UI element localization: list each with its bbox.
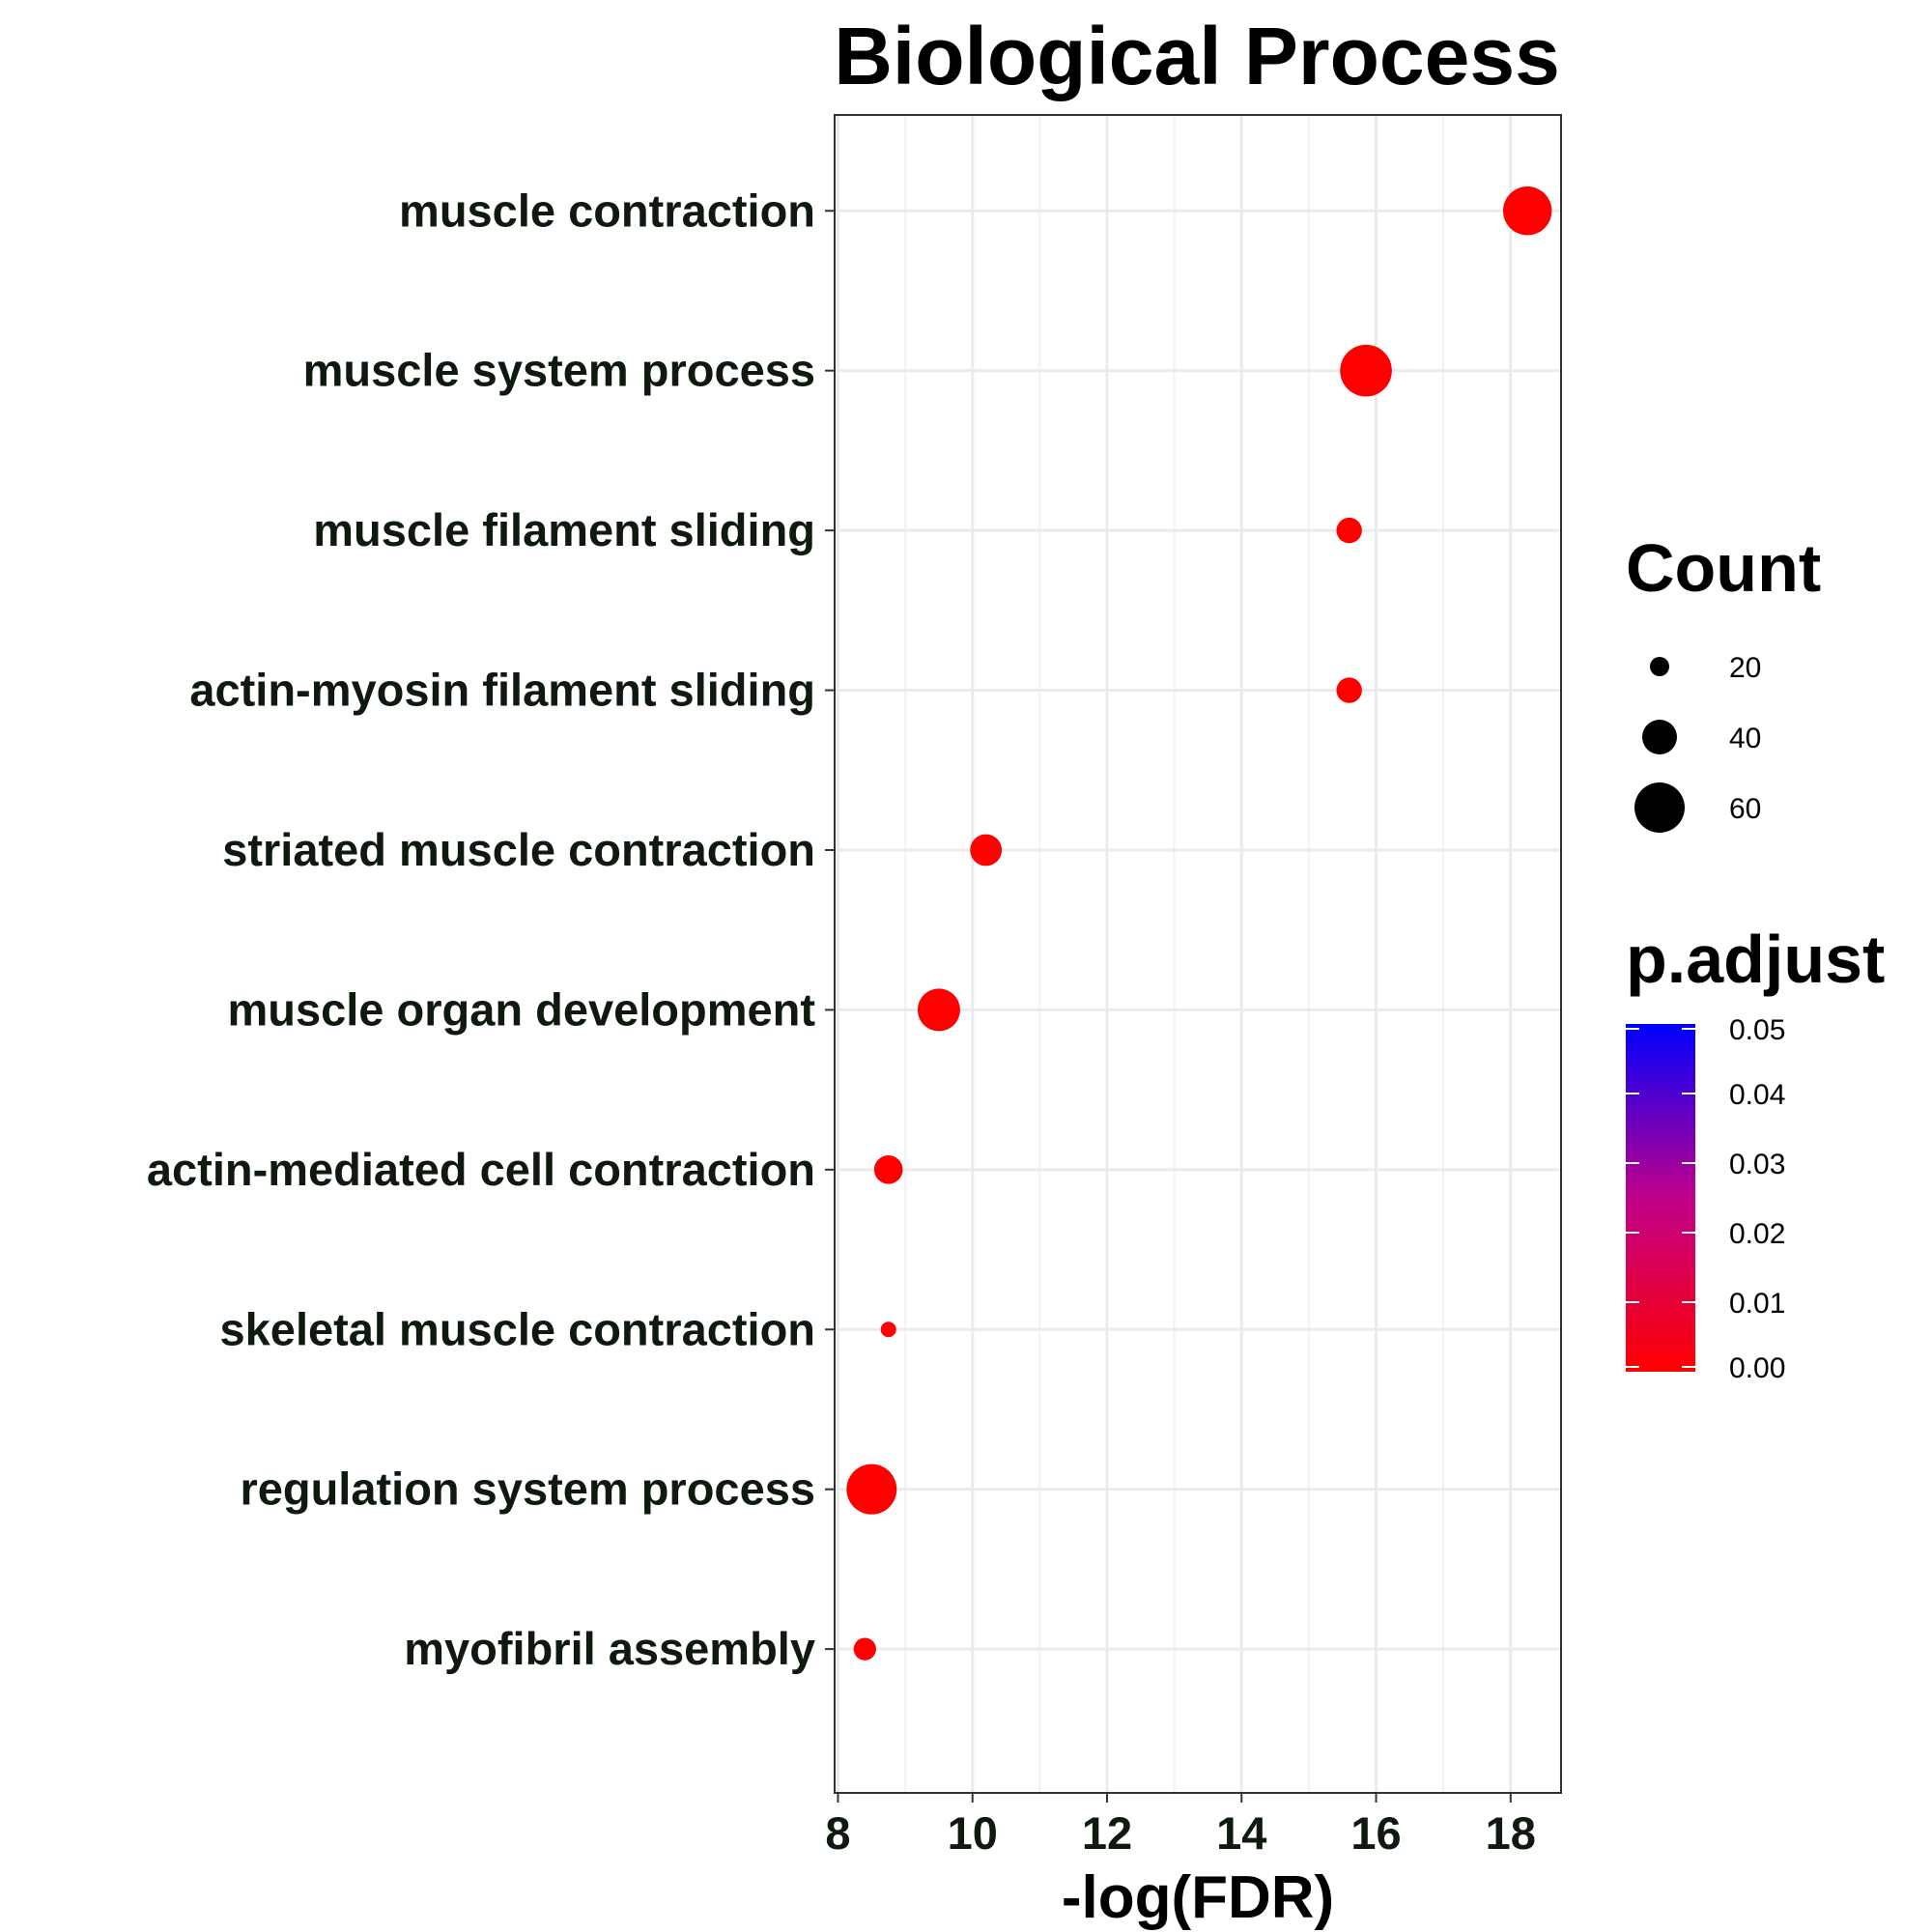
count-legend-key: [1634, 782, 1685, 833]
y-tick-label: striated muscle contraction: [222, 824, 815, 875]
minor-gridlines: [904, 115, 1445, 1793]
y-tick-label: skeletal muscle contraction: [220, 1303, 815, 1354]
colorbar-label: 0.05: [1729, 1014, 1785, 1046]
data-point: [1336, 677, 1362, 703]
data-point: [853, 1637, 876, 1661]
data-points: [846, 186, 1552, 1661]
data-point: [1502, 186, 1552, 236]
x-tick-label: 16: [1350, 1807, 1401, 1859]
count-legend-title: Count: [1626, 530, 1821, 606]
y-tick-label: actin-myosin filament sliding: [189, 665, 815, 716]
data-point: [1340, 344, 1392, 397]
count-legend-label: 60: [1729, 793, 1761, 825]
data-point: [970, 834, 1003, 867]
y-tick-label: muscle system process: [303, 345, 815, 396]
count-legend-label: 40: [1729, 723, 1761, 754]
p-adjust-legend: p.adjust 0.05 0.04 0.03 0.02 0.01 0.00: [1626, 922, 1885, 1384]
colorbar-label: 0.00: [1729, 1352, 1785, 1384]
y-tick-label: regulation system process: [240, 1463, 815, 1515]
x-axis-label: -log(FDR): [1062, 1864, 1334, 1931]
colorbar-label: 0.01: [1729, 1288, 1785, 1320]
colorbar-label: 0.02: [1729, 1218, 1785, 1250]
plot-panel: [835, 115, 1561, 1793]
count-legend-key: [1642, 720, 1677, 754]
x-tick-label: 8: [825, 1807, 850, 1859]
y-axis: muscle contraction muscle system process m…: [147, 185, 835, 1674]
x-tick-label: 12: [1082, 1807, 1132, 1859]
chart-title: Biological Process: [834, 11, 1560, 101]
data-point: [917, 988, 960, 1032]
data-point: [880, 1321, 896, 1338]
p-adjust-legend-title: p.adjust: [1626, 922, 1885, 997]
x-axis: 8 10 12 14 16 18: [825, 1793, 1536, 1859]
y-tick-label: muscle filament sliding: [313, 504, 815, 555]
x-tick-label: 14: [1216, 1807, 1266, 1859]
x-tick-label: 18: [1486, 1807, 1536, 1859]
data-point: [873, 1155, 903, 1184]
data-point: [1336, 517, 1362, 544]
count-legend-key: [1650, 657, 1669, 676]
count-legend-label: 20: [1729, 652, 1761, 684]
colorbar-label: 0.04: [1729, 1079, 1785, 1111]
y-tick-label: muscle contraction: [399, 185, 815, 236]
count-legend: Count 20 40 60: [1626, 530, 1821, 833]
colorbar-label: 0.03: [1729, 1149, 1785, 1180]
plot-border: [834, 114, 1562, 1794]
data-point: [846, 1463, 897, 1515]
p-adjust-colorbar: [1626, 1024, 1695, 1372]
y-tick-label: muscle organ development: [227, 983, 815, 1035]
major-gridlines: [835, 115, 1561, 1793]
x-tick-label: 10: [948, 1807, 998, 1859]
y-tick-label: actin-mediated cell contraction: [147, 1144, 815, 1195]
y-tick-label: myofibril assembly: [404, 1623, 815, 1674]
